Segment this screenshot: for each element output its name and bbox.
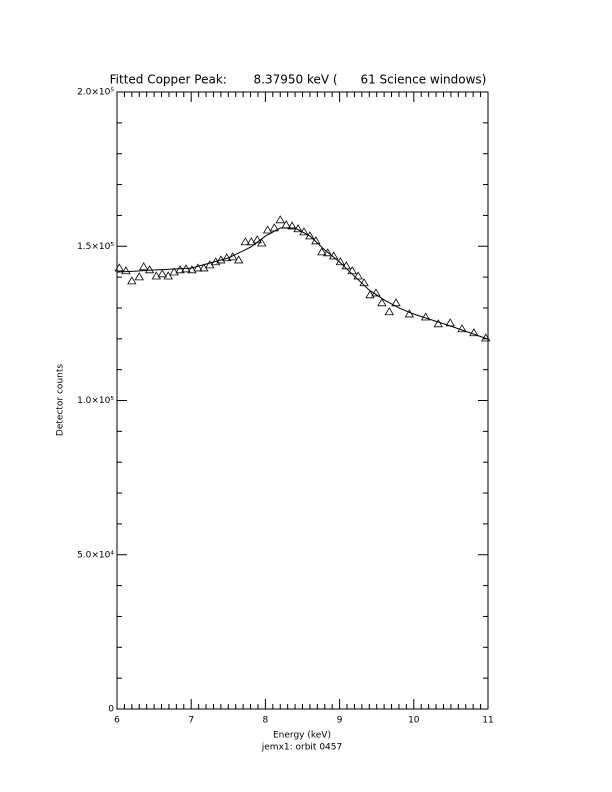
plot-frame [116,91,489,710]
y-tick-label: 1.5×10⁵ [77,242,114,252]
data-point [377,298,387,307]
y-tick-label: 5.0×10⁴ [77,550,114,560]
data-point [384,307,395,316]
data-point [262,225,273,234]
x-axis-label: Energy (keV) [273,731,331,741]
data-point [433,319,443,328]
data-point [187,265,197,274]
data-point [420,312,431,321]
data-point [252,235,262,244]
chart-title: Fitted Copper Peak: 8.37950 keV ( 61 Sci… [110,73,487,87]
data-point [457,324,467,333]
fit-line [116,227,489,340]
x-tick-label: 11 [482,716,493,726]
data-point [163,271,173,280]
data-point [121,266,131,275]
data-point [246,237,257,246]
data-point [256,238,267,247]
x-tick-label: 7 [188,716,194,726]
data-point [127,276,137,285]
data-point [323,248,333,257]
x-tick-label: 10 [408,716,420,726]
data-point [175,265,185,274]
y-axis-label: Detector counts [56,364,66,436]
data-point [134,272,144,281]
data-point [114,263,124,272]
x-tick-label: 8 [263,716,269,726]
y-tick-label: 0 [108,705,114,715]
data-point [151,271,162,280]
y-tick-label: 2.0×10⁵ [77,88,114,98]
data-point [275,215,285,224]
data-point [240,237,251,246]
data-point [193,263,203,272]
x-tick-label: 6 [114,716,120,726]
y-tick-label: 1.0×10⁵ [77,396,114,406]
subtitle: jemx1: orbit 0457 [261,743,342,753]
data-point [469,328,479,337]
data-point [233,255,244,264]
data-point [317,247,327,256]
data-point [371,288,381,297]
data-point [169,267,179,276]
data-point [287,221,297,230]
data-point [365,290,375,299]
data-point [157,269,167,278]
data-point [353,271,363,280]
x-tick-label: 9 [337,716,343,726]
data-point [139,262,149,271]
data-point [144,265,155,274]
